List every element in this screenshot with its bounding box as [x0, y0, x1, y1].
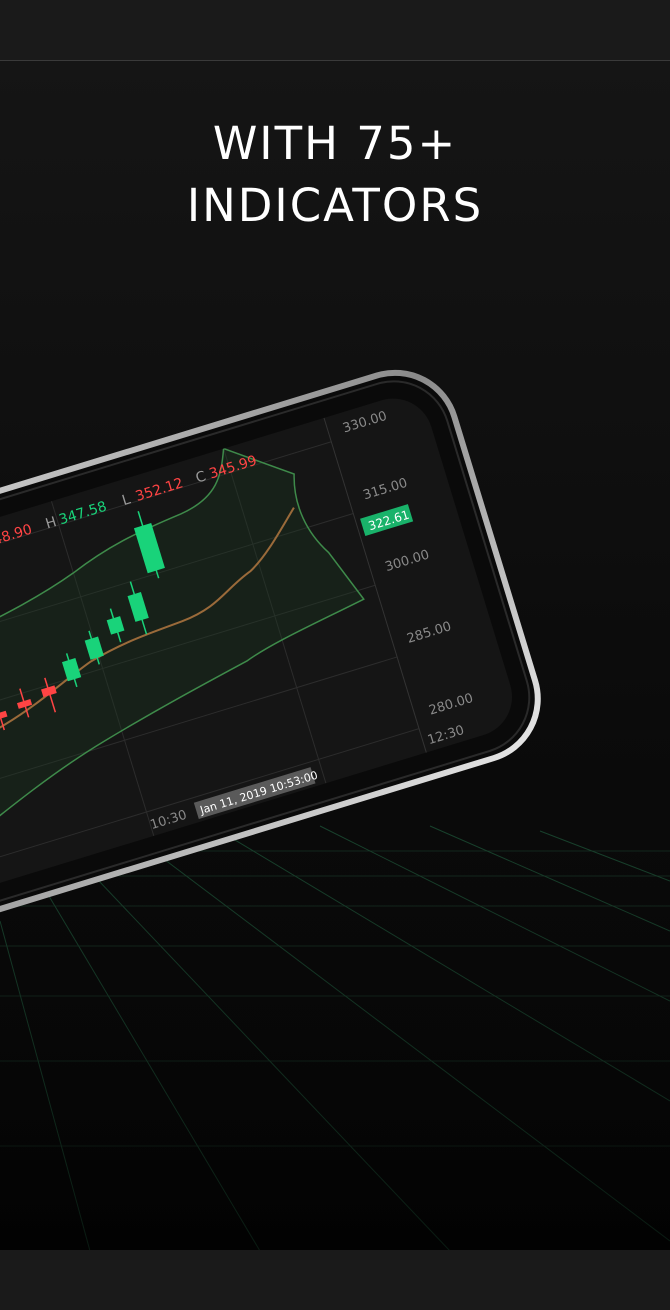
candle-body — [61, 658, 82, 682]
candlesticks — [0, 511, 165, 731]
bollinger-band — [0, 447, 365, 928]
ohlc-high-label: H — [44, 514, 59, 532]
headline-line-1: WITH 75+ — [212, 117, 458, 170]
promo-panel: WITH 75+ INDICATORS — [0, 60, 670, 1252]
candle-body — [127, 592, 149, 622]
candle-wick — [44, 677, 57, 713]
candle-body — [41, 685, 57, 698]
candle-body — [133, 522, 165, 574]
phone: O 348.90 H 347.58 L 352.12 C 345.99 330.… — [0, 369, 541, 959]
headline-line-2: INDICATORS — [186, 179, 484, 232]
candle-body — [106, 616, 125, 635]
moving-average-line — [0, 507, 295, 816]
candle-body — [16, 698, 33, 709]
ohlc-close-label: C — [194, 468, 208, 486]
bottom-margin — [0, 1250, 670, 1310]
current-price-tag — [360, 504, 414, 536]
candle-body — [0, 710, 8, 721]
headline: WITH 75+ INDICATORS — [0, 113, 670, 237]
top-margin — [0, 0, 670, 60]
candle-body — [84, 636, 104, 660]
crosshair-time-tag — [193, 767, 316, 819]
device-illustration: O 348.90 H 347.58 L 352.12 C 345.99 330.… — [0, 369, 670, 1251]
